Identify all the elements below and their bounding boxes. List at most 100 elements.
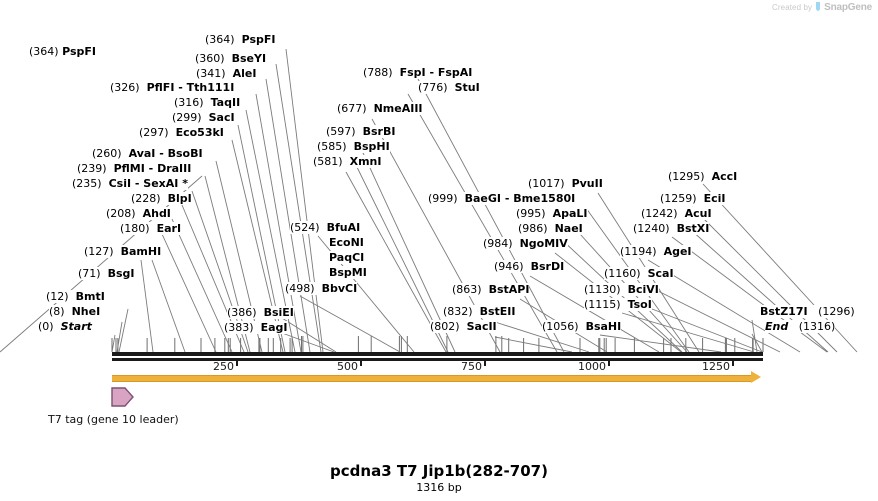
site-position-bamhi: (127) (84, 245, 114, 258)
site-enzyme-csii: CsiI - SexAI * (108, 177, 188, 190)
site-label-eari[interactable]: (180) EarI (120, 222, 182, 235)
site-label-bmti[interactable]: (12) BmtI (46, 290, 105, 303)
site-enzyme-end: End (765, 320, 789, 333)
site-position-alei: (341) (196, 67, 226, 80)
site-label-bamhi[interactable]: (127) BamHI (84, 245, 162, 258)
site-position-bstapi: (863) (452, 283, 482, 296)
site-label-naei[interactable]: (986) NaeI (518, 222, 583, 235)
site-label-acui[interactable]: (1242) AcuI (641, 207, 712, 220)
site-enzyme-ahdi: AhdI (142, 207, 171, 220)
site-label-eco53ki[interactable]: (297) Eco53kI (139, 126, 224, 139)
site-label-apali[interactable]: (995) ApaLI (516, 207, 588, 220)
site-label-nhei[interactable]: (8) NheI (49, 305, 101, 318)
site-label-scai[interactable]: (1160) ScaI (604, 267, 674, 280)
site-enzyme-bsrdi: BsrDI (530, 260, 565, 273)
site-position-eco53ki: (297) (139, 126, 169, 139)
site-label-alei[interactable]: (341) AleI (196, 67, 257, 80)
site-label-pflmi-draiii[interactable]: (239) PflMI - DraIII (77, 162, 192, 175)
ruler-label-250: 250 (213, 360, 234, 373)
site-label-avai-bsobi[interactable]: (260) AvaI - BsoBI (92, 147, 203, 160)
site-enzyme-sacii: SacII (466, 320, 497, 333)
site-label-bspmi[interactable]: BspMI (329, 266, 367, 279)
site-label-bfuai[interactable]: (524) BfuAI (290, 221, 361, 234)
site-position-eari: (180) (120, 222, 150, 235)
site-label-fspi-fspai[interactable]: (788) FspI - FspAI (363, 66, 473, 79)
site-label-bstapi[interactable]: (863) BstAPI (452, 283, 530, 296)
site-position-acci: (1295) (668, 170, 705, 183)
site-label-paqci[interactable]: PaqCI (329, 251, 365, 264)
site-label-agei[interactable]: (1194) AgeI (620, 245, 692, 258)
site-label-bstejj[interactable]: (832) BstEII (443, 305, 516, 318)
site-enzyme-bcivi: BciVI (627, 283, 659, 296)
site-label-start[interactable]: (0) Start (38, 320, 92, 333)
site-label-nmeaiii[interactable]: (677) NmeAIII (337, 102, 423, 115)
site-label-bstz17i[interactable]: BstZ17I (1296) (760, 305, 855, 318)
site-label-bsrdi[interactable]: (946) BsrDI (494, 260, 565, 273)
watermark-prefix: Created by (772, 3, 813, 12)
orf-bar (112, 375, 752, 382)
site-position-ahdi: (208) (106, 207, 136, 220)
site-position: (364) (29, 45, 59, 58)
site-label-eagi[interactable]: (383) EagI (224, 321, 288, 334)
site-enzyme-apali: ApaLI (552, 207, 588, 220)
site-enzyme-bsrbi: BsrBI (362, 125, 396, 138)
site-enzyme-pflmi: PflMI - DraIII (113, 162, 192, 175)
site-enzyme-blpi: BlpI (167, 192, 192, 205)
site-enzyme-taqii: TaqII (210, 96, 241, 109)
site-label-PspFI[interactable]: (364) PspFI (29, 45, 96, 58)
site-enzyme-bamhi: BamHI (120, 245, 162, 258)
t7-tag-feature[interactable] (111, 386, 135, 412)
site-position-acui: (1242) (641, 207, 678, 220)
site-label-bsahi[interactable]: (1056) BsaHI (542, 320, 622, 333)
site-label-saci[interactable]: (299) SacI (172, 111, 235, 124)
site-position-bsrdi: (946) (494, 260, 524, 273)
site-label-blpi[interactable]: (228) BlpI (131, 192, 192, 205)
site-label-pspfi[interactable]: (364) PspFI (205, 33, 276, 46)
site-position-fspi: (788) (363, 66, 393, 79)
site-label-sacii[interactable]: (802) SacII (430, 320, 497, 333)
site-label-baegi-bme1580i[interactable]: (999) BaeGI - Bme1580I (428, 192, 576, 205)
site-enzyme-ngomiv: NgoMIV (519, 237, 568, 250)
site-label-stui[interactable]: (776) StuI (418, 81, 480, 94)
site-position-eagi: (383) (224, 321, 254, 334)
site-label-bsgi[interactable]: (71) BsgI (78, 267, 135, 280)
site-label-bstxi[interactable]: (1240) BstXI (633, 222, 710, 235)
watermark-brand: SnapGene (824, 2, 872, 13)
site-enzyme-acui: AcuI (684, 207, 712, 220)
site-label-xmni[interactable]: (581) XmnI (313, 155, 382, 168)
site-position-sacii: (802) (430, 320, 460, 333)
site-enzyme-bbvci: BbvCI (321, 282, 358, 295)
site-position-start: (0) (38, 320, 54, 333)
site-label-taqii[interactable]: (316) TaqII (174, 96, 241, 109)
site-label-ecii[interactable]: (1259) EciI (660, 192, 726, 205)
site-label-acci[interactable]: (1295) AccI (668, 170, 738, 183)
site-label-end[interactable]: End (1316) (765, 320, 836, 333)
site-position-bsphi: (585) (317, 140, 347, 153)
site-label-bcivi[interactable]: (1130) BciVI (584, 283, 659, 296)
site-enzyme-bsiei: BsiEI (263, 306, 294, 319)
site-label-ngomiv[interactable]: (984) NgoMIV (483, 237, 568, 250)
site-position-naei: (986) (518, 222, 548, 235)
site-enzyme-xmni: XmnI (349, 155, 382, 168)
site-position-saci: (299) (172, 111, 202, 124)
site-label-bbvci[interactable]: (498) BbvCI (285, 282, 358, 295)
site-position-scai: (1160) (604, 267, 641, 280)
site-position-bsahi: (1056) (542, 320, 579, 333)
site-label-bseyi[interactable]: (360) BseYI (195, 52, 267, 65)
site-label-ahdi[interactable]: (208) AhdI (106, 207, 171, 220)
site-label-bsrbi[interactable]: (597) BsrBI (326, 125, 396, 138)
site-label-bsiei[interactable]: (386) BsiEI (227, 306, 294, 319)
site-label-pvuii[interactable]: (1017) PvuII (528, 177, 603, 190)
site-label-tsoi[interactable]: (1115) TsoI (584, 298, 652, 311)
site-label-pflfi-tth111i[interactable]: (326) PflFI - Tth111I (110, 81, 235, 94)
site-enzyme-bspmi: BspMI (329, 266, 367, 279)
ruler-tick-750 (484, 358, 486, 366)
ruler-tick-1250 (732, 358, 734, 366)
site-enzyme-bsphi: BspHI (353, 140, 390, 153)
site-label-bsphi[interactable]: (585) BspHI (317, 140, 390, 153)
site-enzyme-bseyi: BseYI (231, 52, 267, 65)
site-label-csii-sexai[interactable]: (235) CsiI - SexAI * (72, 177, 188, 190)
site-label-econi[interactable]: EcoNI (329, 236, 364, 249)
site-enzyme-acci: AccI (711, 170, 738, 183)
site-enzyme-alei: AleI (232, 67, 257, 80)
